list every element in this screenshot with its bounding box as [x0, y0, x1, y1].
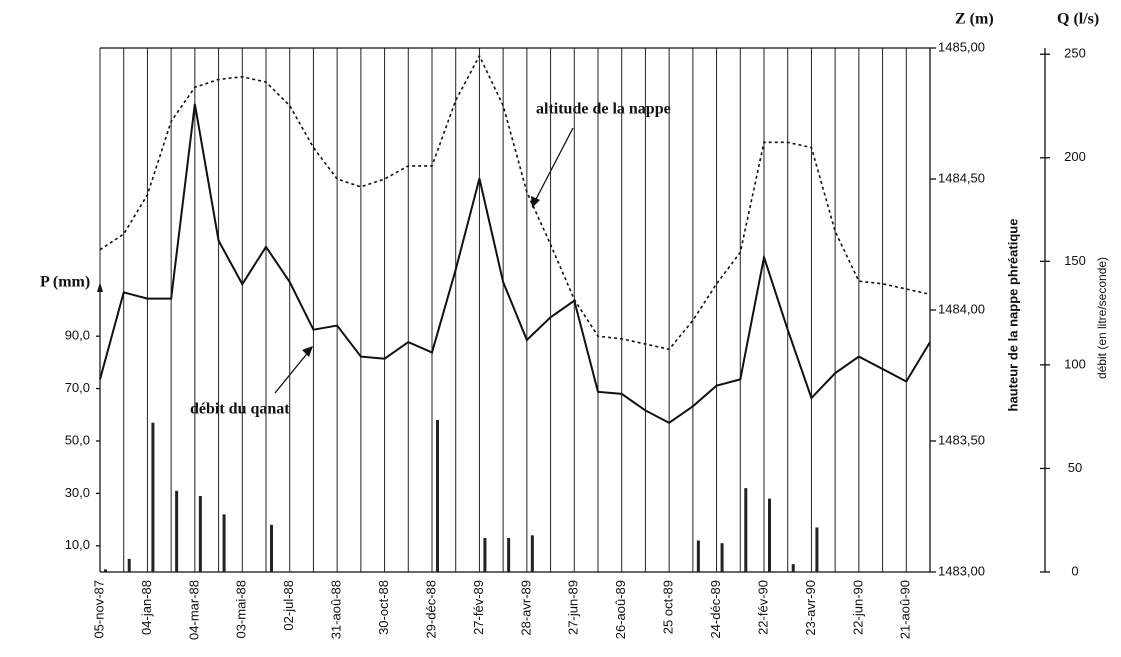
rain-bar: [815, 527, 819, 572]
x-tick-label: 22-jun-90: [850, 580, 865, 635]
rain-bar: [270, 524, 273, 572]
y2-tick-label: 1485,00: [938, 39, 985, 54]
annotation-arrow: [533, 127, 574, 204]
rain-bar: [791, 564, 795, 572]
x-tick-label: 29-déc-88: [423, 580, 438, 639]
rain-bar: [222, 514, 226, 572]
rain-bar: [744, 488, 748, 572]
x-tick-label: 28-avr-89: [518, 580, 533, 636]
y2-tick-label: 1483,50: [938, 432, 985, 447]
y3-tick-label: 50: [1068, 460, 1082, 475]
y-tick-label: 30,0: [65, 485, 90, 500]
x-tick-label: 23-avr-90: [803, 580, 818, 636]
y-axis-label: P (mm): [40, 274, 90, 291]
rain-bar: [104, 569, 107, 572]
annotation: altitude de la nappe: [536, 101, 671, 118]
x-tick-label: 04-mar-88: [186, 580, 201, 640]
line-series: [99, 54, 931, 351]
x-tick-label: 31-aoû-88: [329, 580, 344, 639]
y3-tick-label: 200: [1064, 149, 1086, 164]
annotation: débit du qanat: [190, 401, 290, 418]
y-tick-label: 50,0: [65, 432, 90, 447]
x-tick-label: 27-fév-89: [471, 580, 486, 635]
x-tick-label: 25 oct-89: [661, 580, 676, 634]
x-tick-label: 26-aoû-89: [613, 580, 628, 639]
rain-bar: [198, 496, 202, 572]
x-tick-label: 27-jun-89: [566, 580, 581, 635]
arrow-head: [302, 346, 313, 357]
y2-tick-label: 1484,50: [938, 170, 985, 185]
rain-bar: [175, 490, 179, 572]
y-tick-label: 90,0: [65, 328, 90, 343]
y2-axis-label: Z (m): [955, 11, 994, 28]
x-tick-label: 21-aoû-90: [898, 580, 913, 639]
y3-tick-label: 150: [1064, 253, 1086, 268]
annotation-arrow: [274, 349, 311, 394]
x-tick-label: 04-jan-88: [139, 580, 154, 635]
y2-tick-label: 1483,00: [938, 563, 985, 578]
rain-bar: [768, 498, 771, 572]
y3-axis-label: Q (l/s): [1057, 11, 1099, 28]
rain-bar: [436, 420, 439, 572]
arrow-head: [531, 196, 540, 208]
y-tick-label: 10,0: [65, 537, 90, 552]
rain-bar: [151, 422, 155, 572]
rain-bar: [720, 543, 724, 572]
x-tick-label: 24-déc-89: [708, 580, 723, 639]
y3-tick-label: 0: [1071, 563, 1078, 578]
x-tick-label: 02-jul-88: [281, 580, 296, 631]
rain-bar: [530, 535, 534, 572]
x-tick-label: 03-mai-88: [234, 580, 249, 639]
y3-tick-label: 250: [1064, 46, 1086, 61]
y2-axis-title: hauteur de la nappe phréatique: [1005, 219, 1020, 412]
x-tick-label: 22-fév-90: [755, 580, 770, 635]
rain-bar: [483, 537, 487, 572]
x-tick-label: 05-nov-87: [91, 580, 106, 639]
y2-tick-label: 1484,00: [938, 301, 985, 316]
rain-bar: [507, 537, 511, 572]
x-tick-label: 30-oct-88: [376, 580, 391, 635]
y-tick-label: 70,0: [65, 380, 90, 395]
y3-tick-label: 100: [1064, 356, 1086, 371]
rain-bar: [696, 540, 700, 572]
rain-bar: [127, 558, 131, 572]
line-series: [99, 103, 931, 425]
y3-axis-title: débit (en litre/seconde): [1095, 257, 1109, 379]
